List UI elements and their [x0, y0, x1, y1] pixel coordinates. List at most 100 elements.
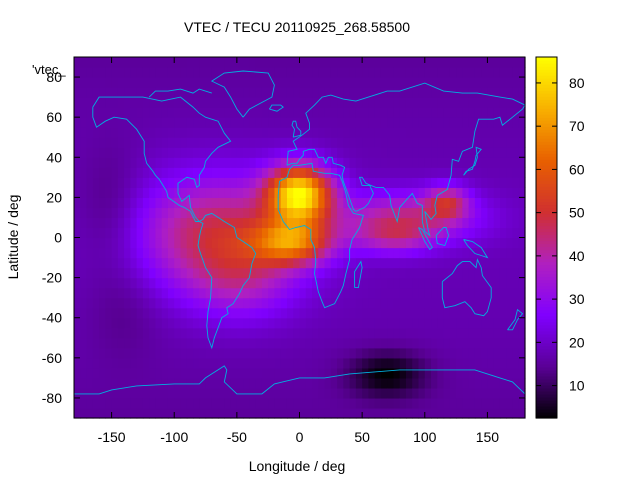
- heatmap-cell: [468, 217, 476, 229]
- heatmap-cell: [449, 57, 457, 68]
- heatmap-cell: [280, 117, 288, 128]
- heatmap-cell: [324, 307, 332, 319]
- heatmap-cell: [355, 247, 363, 259]
- heatmap-cell: [506, 227, 514, 239]
- heatmap-cell: [180, 317, 188, 329]
- heatmap-cell: [80, 347, 88, 359]
- heatmap-cell: [211, 147, 219, 158]
- heatmap-cell: [424, 197, 432, 209]
- heatmap-cell: [481, 157, 489, 168]
- heatmap-cell: [117, 117, 125, 128]
- heatmap-cell: [167, 227, 175, 239]
- heatmap-cell: [462, 397, 470, 409]
- heatmap-cell: [74, 67, 81, 78]
- heatmap-cell: [387, 307, 395, 319]
- heatmap-cell: [161, 317, 169, 329]
- heatmap-cell: [487, 277, 495, 289]
- heatmap-cell: [424, 157, 432, 168]
- heatmap-cell: [380, 407, 388, 419]
- heatmap-cell: [456, 97, 463, 108]
- heatmap-cell: [312, 57, 319, 68]
- heatmap-cell: [462, 347, 470, 359]
- heatmap-cell: [393, 117, 401, 128]
- heatmap-cell: [299, 217, 307, 229]
- heatmap-cell: [286, 247, 294, 259]
- heatmap-cell: [355, 197, 363, 209]
- heatmap-cell: [180, 407, 188, 419]
- heatmap-cell: [167, 57, 175, 68]
- heatmap-cell: [218, 357, 225, 369]
- heatmap-cell: [305, 397, 313, 409]
- heatmap-cell: [374, 357, 382, 369]
- heatmap-cell: [405, 207, 413, 219]
- heatmap-cell: [468, 267, 476, 279]
- heatmap-cell: [468, 227, 476, 239]
- heatmap-cell: [393, 317, 401, 329]
- heatmap-cell: [199, 397, 207, 409]
- heatmap-cell: [512, 257, 520, 269]
- heatmap-cell: [518, 177, 526, 188]
- heatmap-cell: [243, 207, 250, 219]
- heatmap-cell: [167, 357, 175, 369]
- heatmap-cell: [468, 107, 476, 118]
- heatmap-cell: [111, 127, 119, 138]
- heatmap-cell: [493, 187, 501, 198]
- heatmap-cell: [86, 347, 94, 359]
- heatmap-cell: [86, 57, 94, 68]
- heatmap-cell: [124, 97, 131, 108]
- heatmap-cell: [117, 127, 125, 138]
- heatmap-cell: [481, 397, 489, 409]
- heatmap-cell: [368, 357, 376, 369]
- heatmap-cell: [349, 247, 357, 259]
- heatmap-cell: [424, 57, 432, 68]
- colorbar-segment: [536, 81, 557, 85]
- heatmap-cell: [124, 207, 131, 219]
- heatmap-cell: [199, 137, 207, 148]
- heatmap-cell: [418, 187, 426, 198]
- heatmap-cell: [456, 247, 463, 259]
- heatmap-cell: [368, 227, 376, 239]
- coastline-arctic-coast-canada: [148, 88, 212, 98]
- heatmap-cell: [462, 177, 470, 188]
- heatmap-cell: [506, 67, 514, 78]
- heatmap-cell: [268, 337, 276, 349]
- heatmap-cell: [380, 327, 388, 339]
- heatmap-cell: [142, 407, 150, 419]
- heatmap-cell: [405, 87, 413, 98]
- heatmap-cell: [268, 197, 276, 209]
- heatmap-cell: [86, 357, 94, 369]
- heatmap-cell: [205, 127, 213, 138]
- heatmap-cell: [136, 277, 144, 289]
- heatmap-cell: [318, 267, 326, 279]
- colorbar-segment: [536, 192, 557, 196]
- heatmap-cell: [474, 207, 482, 219]
- heatmap-cell: [318, 197, 326, 209]
- heatmap-cell: [481, 267, 489, 279]
- heatmap-cell: [443, 167, 451, 178]
- heatmap-cell: [249, 387, 257, 399]
- heatmap-cell: [487, 317, 495, 329]
- heatmap-cell: [86, 167, 94, 178]
- heatmap-cell: [280, 177, 288, 188]
- heatmap-cell: [499, 377, 507, 389]
- heatmap-cell: [337, 327, 344, 339]
- heatmap-cell: [481, 297, 489, 309]
- heatmap-cell: [268, 117, 276, 128]
- heatmap-cell: [431, 217, 438, 229]
- heatmap-cells: [74, 57, 526, 419]
- heatmap-cell: [193, 167, 200, 178]
- heatmap-cell: [431, 407, 438, 419]
- heatmap-cell: [268, 357, 276, 369]
- heatmap-cell: [362, 307, 369, 319]
- heatmap-cell: [462, 307, 470, 319]
- heatmap-cell: [224, 57, 232, 68]
- heatmap-cell: [456, 147, 463, 158]
- heatmap-cell: [318, 307, 326, 319]
- heatmap-cell: [431, 157, 438, 168]
- heatmap-cell: [117, 207, 125, 219]
- heatmap-cell: [74, 307, 81, 319]
- heatmap-cell: [193, 307, 200, 319]
- heatmap-cell: [92, 227, 100, 239]
- heatmap-cell: [412, 397, 420, 409]
- heatmap-cell: [74, 347, 81, 359]
